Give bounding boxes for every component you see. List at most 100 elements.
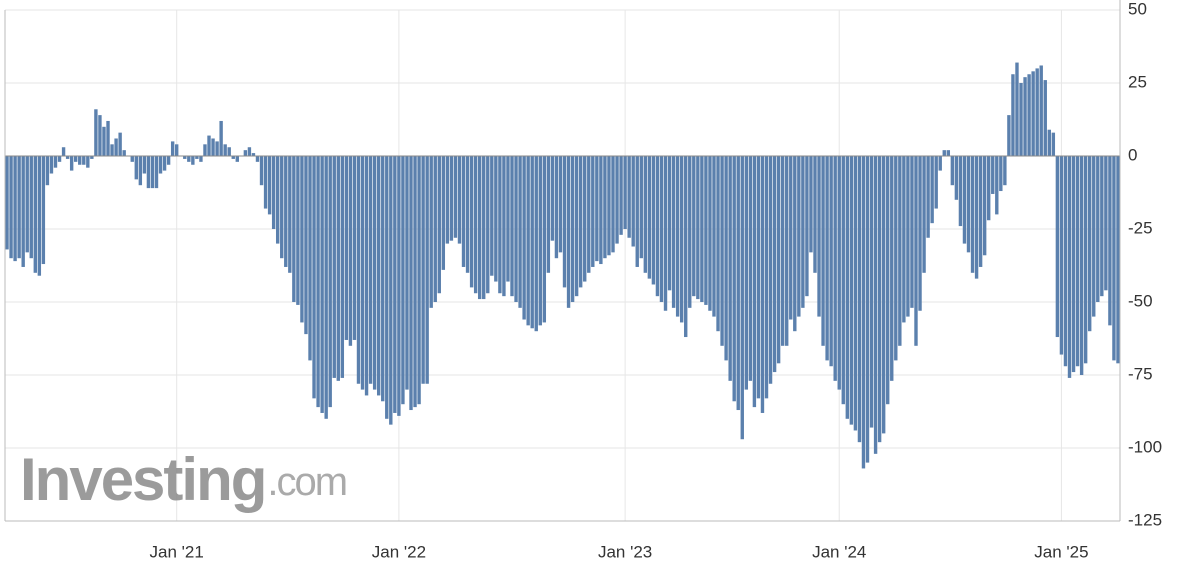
bar: [90, 156, 94, 159]
bar: [768, 156, 773, 384]
bar: [122, 150, 126, 156]
bar: [1023, 77, 1027, 156]
bar: [9, 156, 13, 259]
bar: [150, 156, 155, 189]
bar: [938, 156, 942, 171]
bar: [461, 156, 466, 267]
bar: [199, 156, 203, 162]
bar: [764, 156, 769, 399]
bar: [679, 156, 684, 323]
bar: [554, 156, 559, 259]
bar: [449, 156, 454, 241]
bar: [1015, 62, 1019, 157]
bar: [154, 156, 159, 189]
bar: [546, 156, 551, 273]
bar: [946, 150, 951, 156]
bar: [1075, 156, 1080, 367]
bar: [845, 156, 850, 419]
bar: [821, 156, 825, 346]
bar: [360, 156, 365, 390]
bar: [429, 156, 433, 308]
bar: [405, 156, 409, 390]
bar: [922, 156, 926, 273]
bar: [647, 156, 652, 279]
bar: [490, 156, 494, 276]
bar: [744, 156, 749, 390]
bar: [635, 156, 639, 267]
bar: [259, 156, 264, 186]
bar: [570, 156, 575, 302]
bar: [587, 156, 591, 273]
bar: [247, 147, 252, 156]
bar: [292, 156, 296, 302]
bar: [300, 156, 304, 323]
watermark: Investing.com: [20, 446, 346, 513]
bar: [914, 156, 918, 346]
x-tick-label: Jan '24: [812, 542, 866, 561]
bar: [207, 135, 211, 156]
bar: [898, 156, 902, 346]
bar: [785, 156, 789, 346]
bar: [74, 156, 78, 162]
bar: [1100, 156, 1104, 297]
bar: [639, 156, 643, 259]
bar: [962, 156, 967, 244]
bar: [1007, 115, 1011, 156]
bar: [316, 156, 320, 408]
bar: [813, 156, 817, 273]
bar: [336, 156, 340, 381]
bar: [873, 156, 878, 454]
bar: [288, 156, 292, 273]
bar: [663, 156, 668, 311]
bar: [280, 156, 284, 259]
bar: [1039, 65, 1043, 156]
bar: [752, 156, 757, 408]
y-tick-label: -100: [1128, 437, 1162, 456]
bar: [61, 147, 66, 156]
bar: [833, 156, 837, 381]
bar: [1104, 156, 1108, 291]
bar: [534, 156, 538, 332]
bar: [603, 156, 607, 259]
bar: [724, 156, 728, 361]
bar: [526, 156, 530, 326]
bar: [857, 156, 862, 443]
bar: [902, 156, 906, 323]
bar: [853, 156, 858, 431]
bar: [881, 156, 886, 434]
bar: [740, 156, 744, 440]
bar: [33, 156, 37, 273]
watermark-suffix: .com: [267, 460, 346, 504]
bar: [1079, 156, 1084, 375]
bar: [926, 156, 930, 238]
bar: [13, 156, 17, 262]
bar: [271, 156, 276, 229]
bar: [102, 126, 106, 156]
bar: [999, 156, 1003, 192]
bar: [1096, 156, 1100, 302]
y-tick-label: 25: [1128, 72, 1147, 91]
bar: [865, 156, 870, 463]
bar: [789, 156, 793, 320]
bar: [542, 156, 547, 323]
bar: [514, 156, 518, 302]
bar: [413, 156, 417, 408]
bar: [671, 156, 676, 308]
bar: [397, 156, 401, 416]
bar: [708, 156, 712, 311]
bar: [595, 156, 599, 262]
bar: [17, 156, 21, 259]
bar: [393, 156, 397, 413]
bar: [599, 156, 603, 265]
bar: [502, 156, 506, 297]
bar: [296, 156, 300, 305]
bar: [688, 156, 692, 308]
bar: [1051, 132, 1056, 156]
bar: [607, 156, 611, 256]
bar: [53, 156, 58, 168]
bar: [94, 109, 98, 156]
bar: [728, 156, 732, 381]
x-tick-label: Jan '25: [1034, 542, 1088, 561]
bar: [251, 153, 256, 156]
